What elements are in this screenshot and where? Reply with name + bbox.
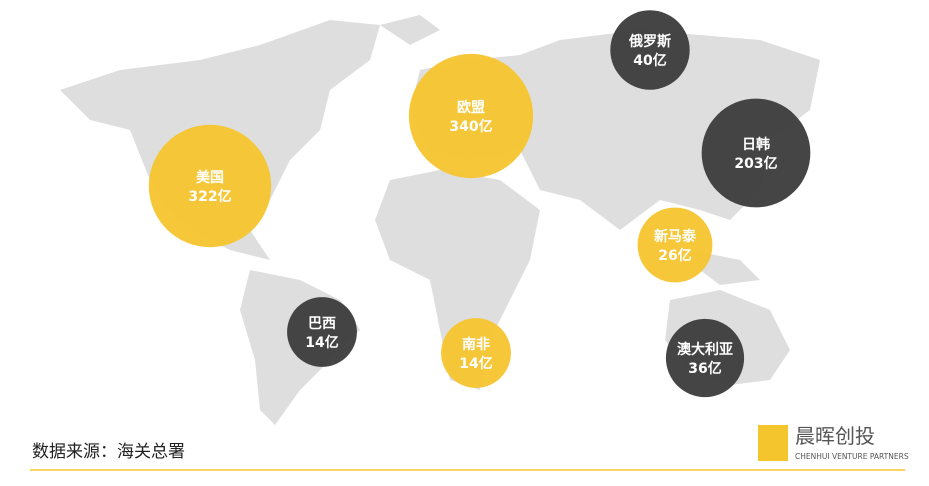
region-label: 新马泰 bbox=[654, 228, 697, 245]
bubble bbox=[637, 207, 713, 283]
value-label: 340亿 bbox=[449, 118, 492, 135]
source-note: 数据来源：海关总署 bbox=[32, 442, 185, 462]
value-label: 203亿 bbox=[734, 155, 777, 172]
logo-name: 晨晖创投 bbox=[795, 424, 875, 448]
region-label: 南非 bbox=[462, 336, 490, 353]
bubble bbox=[408, 53, 534, 179]
bubble bbox=[701, 98, 811, 208]
region-label: 日韩 bbox=[742, 136, 770, 153]
value-label: 14亿 bbox=[305, 334, 338, 351]
region-label: 巴西 bbox=[308, 316, 336, 332]
value-label: 40亿 bbox=[633, 52, 666, 69]
region-label: 澳大利亚 bbox=[677, 341, 733, 358]
bubble bbox=[148, 124, 272, 248]
region-label: 美国 bbox=[196, 169, 224, 186]
value-label: 322亿 bbox=[188, 188, 231, 205]
region-label: 俄罗斯 bbox=[628, 33, 671, 50]
logo-tagline: CHENHUI VENTURE PARTNERS bbox=[795, 452, 909, 461]
bubble bbox=[441, 318, 511, 388]
value-label: 36亿 bbox=[688, 360, 721, 377]
bubble bbox=[665, 318, 745, 398]
logo-icon bbox=[758, 425, 788, 461]
value-label: 26亿 bbox=[658, 247, 691, 264]
region-label: 欧盟 bbox=[457, 99, 485, 116]
bubble bbox=[610, 10, 690, 90]
value-label: 14亿 bbox=[459, 355, 492, 372]
bubble bbox=[287, 297, 357, 367]
